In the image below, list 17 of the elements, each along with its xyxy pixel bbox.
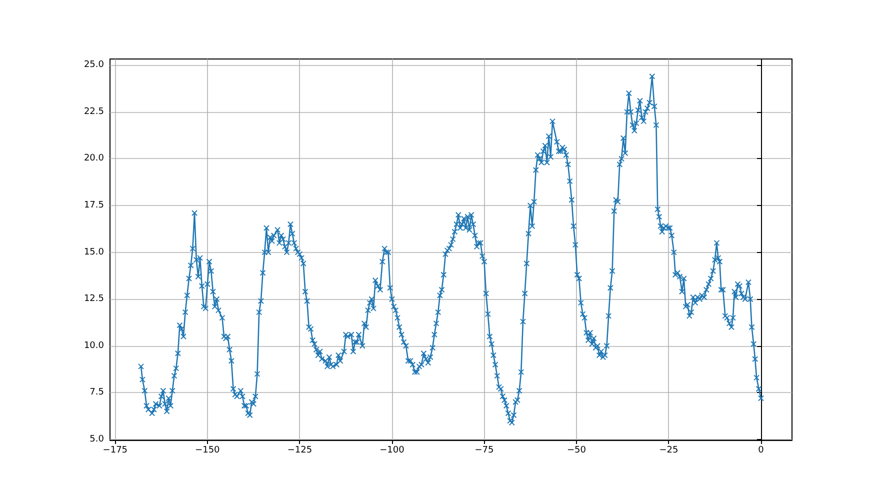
y-tick-label: 7.5 xyxy=(90,388,104,398)
x-tick-label: −25 xyxy=(659,446,678,456)
x-tick-label: −175 xyxy=(102,446,128,456)
x-tick-label: −50 xyxy=(566,446,586,456)
y-tick-label: 5.0 xyxy=(90,434,104,444)
x-tick-label: −75 xyxy=(474,446,494,456)
y-tick-label: 22.5 xyxy=(84,106,104,117)
y-tick-label: 20.0 xyxy=(84,154,104,164)
y-tick-label: 25.0 xyxy=(84,60,104,70)
x-tick-label: −125 xyxy=(287,446,312,456)
x-tick-label: 0 xyxy=(758,446,764,456)
y-tick-label: 10.0 xyxy=(84,340,104,351)
y-tick-label: 12.5 xyxy=(84,294,104,304)
x-tick-label: −100 xyxy=(380,446,405,456)
x-tick-label: −150 xyxy=(195,446,220,456)
y-tick-label: 17.5 xyxy=(84,200,104,211)
y-tick-label: 15.0 xyxy=(84,247,104,258)
